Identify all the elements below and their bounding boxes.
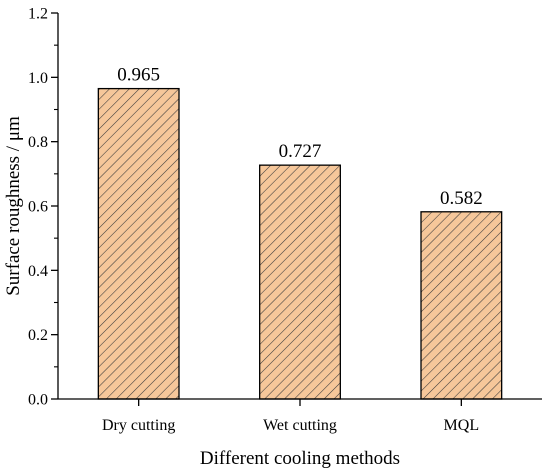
- bar: [97, 87, 180, 400]
- bar-value-label: 0.582: [440, 188, 483, 209]
- x-tick-label: Wet cutting: [263, 417, 337, 434]
- ticks-layer: 0.0 0.2 0.4 0.6 0.8 1.0 1.2 Dry cutting Wet cutt…: [28, 6, 479, 435]
- bars-layer: 0.965 0.727 0.582: [97, 65, 503, 400]
- bar: [420, 211, 503, 400]
- y-axis-title: Surface roughness / μm: [3, 116, 24, 296]
- y-tick-label: 1.0: [28, 70, 48, 87]
- y-tick-label: 0.6: [28, 199, 48, 216]
- y-tick-label: 1.2: [28, 6, 48, 23]
- bar-value-label: 0.727: [279, 141, 322, 162]
- y-tick-label: 0.2: [28, 327, 48, 344]
- x-axis-title: Different cooling methods: [200, 448, 400, 469]
- x-tick-label: Dry cutting: [102, 417, 175, 434]
- y-tick-label: 0.4: [28, 263, 48, 280]
- y-tick-label: 0.8: [28, 134, 48, 151]
- bar-value-label: 0.965: [117, 65, 160, 86]
- x-tick-label: MQL: [444, 417, 480, 434]
- y-tick-label: 0.0: [28, 392, 48, 409]
- bar: [259, 164, 341, 400]
